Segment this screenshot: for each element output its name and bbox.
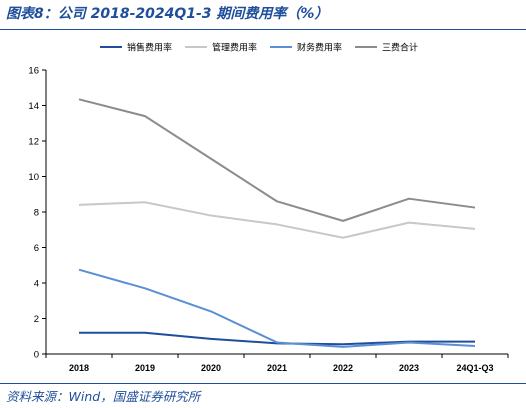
- x-tick-label: 2021: [267, 363, 287, 373]
- x-tick-label: 24Q1-Q3: [456, 363, 493, 373]
- x-tick-label: 2022: [333, 363, 353, 373]
- y-tick-label: 8: [34, 208, 39, 219]
- legend-label-1: 管理费用率: [212, 42, 257, 54]
- y-tick-label: 10: [28, 172, 39, 183]
- y-tick-label: 16: [28, 66, 39, 77]
- y-tick-label: 2: [34, 314, 39, 325]
- y-axis: 0 2 4 6 8 10 12 14 16: [28, 66, 47, 361]
- x-axis: 2018 2019 2020 2021 2022 2023 24Q1-Q3: [45, 353, 509, 373]
- chart-title: 图表8：公司 2018-2024Q1-3 期间费用率（%）: [6, 6, 329, 22]
- y-tick-label: 12: [28, 137, 39, 148]
- x-tick-label: 2023: [399, 363, 419, 373]
- y-tick-label: 6: [34, 243, 39, 254]
- legend-label-2: 财务费用率: [297, 42, 342, 54]
- legend: 销售费用率 管理费用率 财务费用率 三费合计: [100, 42, 418, 54]
- series-line-3: [78, 98, 476, 222]
- legend-label-3: 三费合计: [382, 42, 418, 54]
- source-note: 资料来源：Wind，国盛证券研究所: [6, 389, 201, 404]
- series-line-1: [78, 201, 476, 239]
- legend-label-0: 销售费用率: [127, 42, 172, 54]
- title-rule: [0, 29, 526, 30]
- series-line-2: [78, 268, 476, 348]
- x-tick-label: 2018: [69, 363, 89, 373]
- series-lines: [78, 98, 476, 348]
- x-tick-label: 2020: [201, 363, 221, 373]
- x-tick-label: 2019: [135, 363, 155, 373]
- source-rule: [0, 383, 526, 384]
- y-tick-label: 4: [34, 279, 39, 290]
- y-tick-label: 14: [28, 101, 39, 112]
- y-tick-label: 0: [34, 350, 39, 361]
